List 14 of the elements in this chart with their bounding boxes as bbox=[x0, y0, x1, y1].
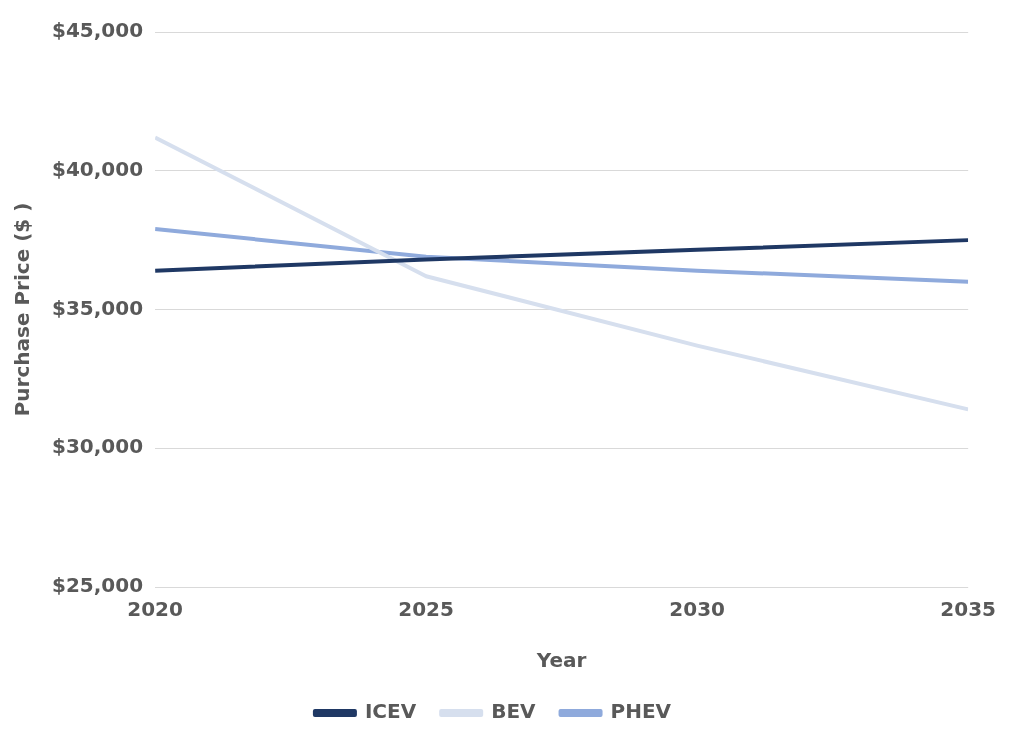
x-tick-label: 2025 bbox=[398, 597, 454, 622]
x-tick-label: 2035 bbox=[940, 597, 996, 622]
x-tick-label: 2020 bbox=[127, 597, 183, 622]
legend-label: BEV bbox=[491, 699, 537, 724]
y-tick-label: $25,000 bbox=[52, 573, 144, 598]
y-tick-label: $40,000 bbox=[52, 156, 144, 181]
x-axis-title: Year bbox=[535, 648, 587, 673]
y-tick-label: $35,000 bbox=[52, 295, 144, 320]
y-tick-label: $30,000 bbox=[52, 434, 144, 459]
x-tick-label: 2030 bbox=[669, 597, 725, 622]
legend-label: PHEV bbox=[610, 699, 672, 724]
y-tick-label: $45,000 bbox=[52, 18, 144, 43]
legend-label: ICEV bbox=[364, 699, 417, 724]
y-axis-title: Purchase Price ($ ) bbox=[10, 202, 35, 417]
